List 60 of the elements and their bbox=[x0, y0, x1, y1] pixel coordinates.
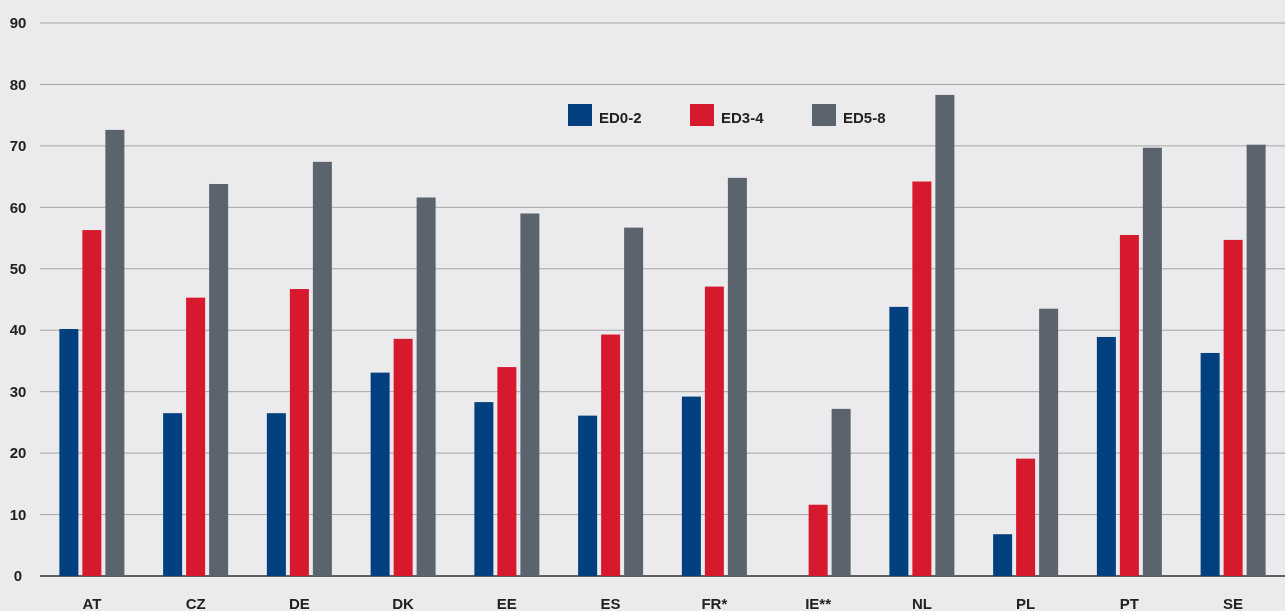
bar bbox=[186, 297, 206, 576]
bar bbox=[474, 402, 494, 576]
bar bbox=[370, 372, 390, 576]
bar bbox=[578, 415, 598, 576]
x-tick-label: ES bbox=[600, 595, 621, 611]
bar bbox=[601, 334, 621, 576]
x-tick-label: AT bbox=[82, 595, 102, 611]
bar bbox=[624, 227, 644, 576]
bar bbox=[393, 338, 413, 576]
bar bbox=[163, 413, 183, 576]
x-tick-label: IE** bbox=[805, 595, 832, 611]
x-tick-label: PT bbox=[1119, 595, 1139, 611]
bar bbox=[1039, 308, 1059, 576]
bar bbox=[82, 230, 102, 576]
bar bbox=[993, 534, 1013, 576]
x-tick-label: NL bbox=[911, 595, 932, 611]
x-tick-label: DE bbox=[288, 595, 310, 611]
bar bbox=[520, 213, 540, 576]
x-tick-label: FR* bbox=[701, 595, 728, 611]
bar bbox=[266, 413, 286, 576]
legend-label: ED3-4 bbox=[721, 109, 765, 127]
y-tick-label: 90 bbox=[9, 14, 27, 32]
bar bbox=[1119, 234, 1139, 576]
bar bbox=[1016, 458, 1036, 576]
y-tick-label: 70 bbox=[9, 137, 27, 155]
y-tick-label: 40 bbox=[9, 321, 27, 339]
bar bbox=[1096, 336, 1116, 576]
bar bbox=[704, 286, 724, 576]
x-tick-label: EE bbox=[496, 595, 517, 611]
legend-label: ED0-2 bbox=[599, 109, 642, 127]
bar bbox=[497, 367, 517, 576]
x-tick-label: PL bbox=[1016, 595, 1036, 611]
y-tick-label: 0 bbox=[13, 567, 23, 585]
bar bbox=[209, 183, 229, 576]
legend-label: ED5-8 bbox=[843, 109, 886, 127]
bar bbox=[289, 289, 309, 576]
y-tick-label: 80 bbox=[9, 75, 27, 93]
bar bbox=[1200, 352, 1220, 576]
bar bbox=[1246, 144, 1266, 576]
x-tick-label: CZ bbox=[185, 595, 206, 611]
bar bbox=[808, 504, 828, 576]
y-tick-label: 60 bbox=[9, 198, 27, 216]
bar bbox=[889, 306, 909, 576]
x-tick-label: DK bbox=[392, 595, 415, 611]
bar bbox=[59, 328, 79, 576]
bar bbox=[1142, 147, 1162, 576]
y-tick-label: 20 bbox=[9, 444, 27, 462]
y-tick-label: 10 bbox=[9, 505, 27, 523]
bar bbox=[912, 181, 932, 576]
y-tick-label: 30 bbox=[9, 382, 27, 400]
bar bbox=[681, 396, 701, 576]
bar bbox=[727, 177, 747, 576]
x-tick-label: SE bbox=[1223, 595, 1244, 611]
bar bbox=[831, 408, 851, 576]
bar bbox=[935, 94, 955, 576]
y-tick-label: 50 bbox=[9, 260, 27, 278]
bar bbox=[312, 161, 332, 576]
bar bbox=[416, 197, 436, 576]
bar bbox=[1223, 239, 1243, 576]
bar bbox=[105, 129, 125, 576]
